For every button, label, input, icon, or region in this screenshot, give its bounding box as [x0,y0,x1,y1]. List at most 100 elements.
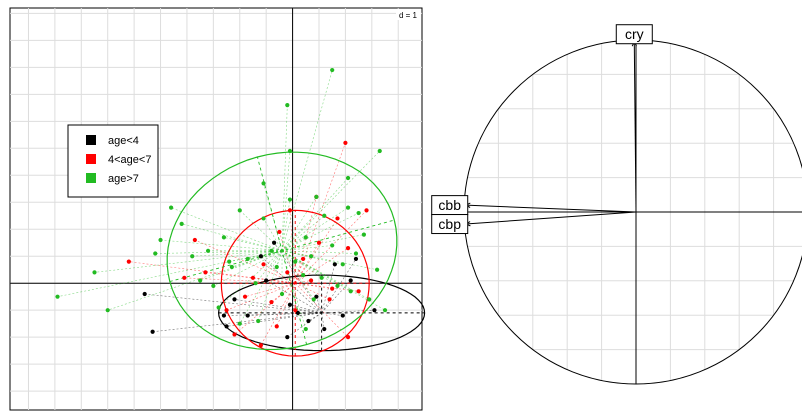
point-age>7 [105,308,110,313]
point-age>7 [158,237,163,243]
star-line [321,258,357,314]
variable-arrows [464,40,637,227]
point-age>7 [190,254,195,259]
star-line [231,250,283,268]
point-age>7 [169,205,174,210]
star-line [281,150,380,252]
star-line [281,250,307,330]
star-line [229,250,283,262]
point-4<age<7 [330,286,335,291]
star-line [144,293,322,314]
point-age>7 [361,232,366,237]
star-line [308,312,322,322]
point-4<age<7 [232,332,237,337]
star-line [321,312,325,330]
point-age>7 [287,197,293,202]
point-age>7 [340,262,345,267]
point-age>7 [253,281,258,286]
star-line [281,250,314,300]
star-line [295,247,349,284]
label-box-cbp [431,214,469,235]
star-line [94,250,283,273]
legend-label: age>7 [108,173,139,185]
point-age>7 [319,275,324,280]
point-age>7 [311,297,316,302]
point-age>7 [237,321,242,326]
star-line [213,250,283,287]
point-age>7 [345,175,351,181]
point-age>7 [179,221,184,226]
point-age>7 [279,291,285,297]
star-line [294,196,317,284]
star-line [294,218,338,284]
point-4<age<7 [343,140,348,145]
point-age<4 [306,318,311,324]
legend-swatch [86,173,96,183]
point-age>7 [229,264,234,270]
point-age>7 [335,283,340,288]
scatter-frame [9,7,423,411]
point-4<age<7 [203,270,208,275]
point-age>7 [153,251,158,256]
point-age<4 [232,297,237,302]
star-line [244,282,296,297]
star-line [281,234,364,252]
point-age>7 [348,289,353,294]
point-4<age<7 [274,324,279,329]
point-age>7 [92,270,97,275]
point-age>7 [377,148,382,154]
star-line [281,207,349,252]
point-age>7 [261,216,266,221]
star-line [107,250,283,311]
point-age>7 [303,326,308,332]
arrow-cbb [465,204,637,213]
arrow-cry [633,41,637,213]
star-line [316,296,322,313]
point-age>7 [367,297,372,302]
point-4<age<7 [192,237,197,243]
point-age>7 [211,283,216,288]
star-line [281,177,349,252]
point-age>7 [301,273,306,278]
legend-box [67,124,159,198]
scale-label: d = 1 [399,11,418,20]
star-line [282,250,356,254]
point-age>7 [237,208,242,213]
point-age>7 [375,267,380,272]
point-age>7 [356,210,361,216]
star-line [281,69,333,251]
legend-label: age<4 [108,135,139,147]
point-age<4 [142,291,147,297]
point-4<age<7 [261,262,266,267]
point-age>7 [274,264,279,270]
star-line [281,150,291,251]
star-line [281,105,288,251]
point-4<age<7 [356,289,361,294]
star-line [200,250,283,281]
point-age>7 [287,148,293,154]
star-line [281,196,317,251]
point-4<age<7 [250,275,256,280]
point-4<age<7 [335,216,340,221]
legend: age<4 4<age<7 age>7 [67,124,159,198]
point-age>7 [330,67,335,73]
point-age>7 [330,243,335,248]
point-age<4 [295,310,300,315]
star-line [321,312,343,316]
star-line [281,250,338,287]
point-age>7 [221,235,227,240]
point-age>7 [261,181,266,186]
class-ellipses [57,69,426,357]
star-line [257,250,283,322]
point-age>7 [256,318,261,324]
point-age<4 [314,294,319,299]
point-age>7 [55,294,60,299]
point-age<4 [332,262,337,267]
point-age<4 [258,254,263,259]
point-age<4 [348,278,353,283]
point-age>7 [382,308,388,313]
point-age<4 [340,313,345,318]
legend-swatch [86,154,96,164]
star-line [281,237,306,252]
variable-label: cry [625,26,644,42]
